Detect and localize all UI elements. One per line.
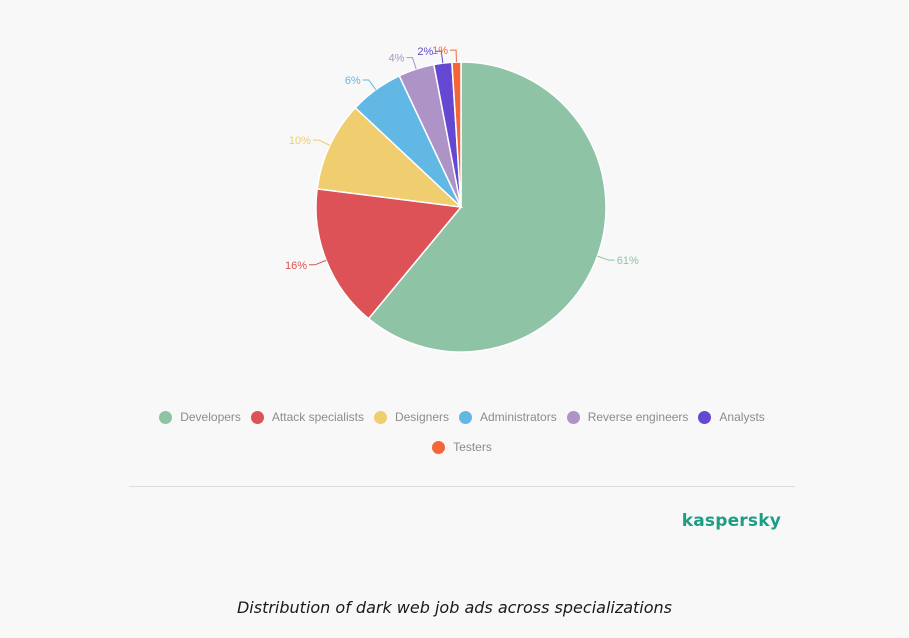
legend-label: Attack specialists: [271, 410, 364, 424]
legend-label: Developers: [180, 410, 241, 424]
label-connector-administrators: [362, 79, 377, 90]
legend-label: Testers: [453, 440, 492, 454]
label-connector-attack-specialists: [309, 259, 327, 266]
legend-marker: [459, 410, 472, 424]
legend-item-developers[interactable]: Developers: [159, 408, 241, 426]
legend-marker: [159, 410, 173, 424]
label-connector-analysts: [435, 50, 444, 64]
legend-marker: [250, 410, 264, 424]
data-label-designers: 10%: [289, 135, 311, 147]
label-connector-testers: [450, 49, 457, 63]
legend-label: Administrators: [480, 410, 557, 424]
divider: [129, 486, 795, 487]
data-label-testers: 1%: [432, 45, 448, 57]
data-label-developers: 61%: [617, 255, 639, 267]
legend-marker: [432, 440, 446, 454]
label-connector-reverse-engineers: [406, 57, 417, 70]
legend-marker: [698, 410, 712, 424]
pie-slice-testers[interactable]: [451, 61, 462, 208]
pie-slice-attack-specialists[interactable]: [315, 187, 463, 320]
pie-slice-developers[interactable]: [367, 61, 607, 353]
chart-legend: Developers Attack specialists Designers …: [129, 408, 795, 456]
data-label-administrators: 6%: [345, 75, 361, 87]
legend-item-testers[interactable]: Testers: [432, 438, 492, 456]
legend-item-designers[interactable]: Designers: [373, 408, 449, 426]
label-connector-developers: [597, 255, 615, 261]
legend-marker: [566, 410, 580, 424]
legend-label: Reverse engineers: [587, 410, 689, 424]
data-label-attack-specialists: 16%: [285, 260, 307, 272]
kaspersky-logo: kaspersky: [681, 511, 781, 531]
legend-marker: [373, 410, 387, 424]
legend-item-reverse-engineers[interactable]: Reverse engineers: [566, 408, 689, 426]
data-label-reverse-engineers: 4%: [389, 53, 405, 65]
legend-item-administrators[interactable]: Administrators: [459, 408, 557, 426]
legend-item-attack-specialists[interactable]: Attack specialists: [250, 408, 364, 426]
legend-item-analysts[interactable]: Analysts: [698, 408, 765, 426]
data-label-analysts: 2%: [417, 46, 433, 58]
label-connector-designers: [312, 139, 331, 146]
legend-label: Designers: [394, 410, 449, 424]
pie-chart: 61% 16% 10% 6% 4% 2%1%: [285, 45, 639, 353]
figure-caption: Distribution of dark web job ads across …: [236, 598, 673, 617]
legend-label: Analysts: [719, 410, 765, 424]
